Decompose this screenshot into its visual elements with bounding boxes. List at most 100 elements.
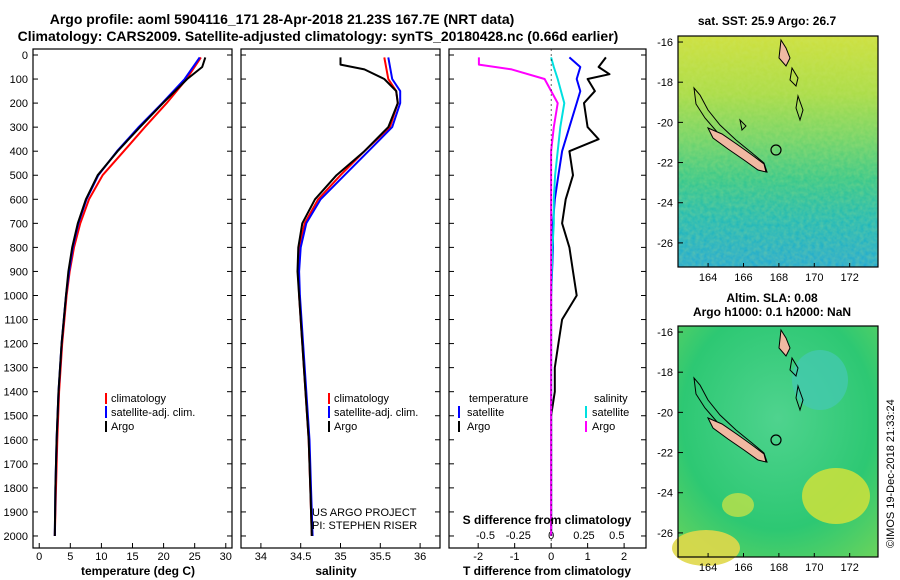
x-tick-label: 35 [334, 551, 346, 563]
lon-tick-label: 172 [841, 562, 859, 574]
x-tick-label: 34.5 [290, 551, 311, 563]
legend-climatology: climatology [111, 393, 167, 405]
legend-t-satellite: satellite [467, 407, 504, 419]
lat-tick-label: -24 [657, 198, 673, 210]
lon-tick-label: 166 [734, 562, 752, 574]
sst-lon-axis: 164 166 168 170 172 [699, 263, 859, 284]
series-satellite-adj-clim- [53, 56, 201, 537]
temperature-x-axis: 0 5 10 15 20 25 30 [36, 543, 232, 563]
x-tick-label: 35.5 [370, 551, 391, 563]
depth-tick-label: 1300 [4, 363, 28, 375]
depth-tick-label: 0 [22, 50, 28, 62]
sla-field [678, 326, 878, 557]
depth-tick-label: 700 [10, 218, 28, 230]
depth-tick-label: 1400 [4, 387, 28, 399]
x-tick-label: -1 [510, 551, 520, 563]
depth-tick-label: 1500 [4, 411, 28, 423]
legend-temperature-title: temperature [469, 393, 528, 405]
legend-s-argo: Argo [592, 421, 615, 433]
x-tick-label: 5 [67, 551, 73, 563]
s-tick-label: 0.25 [573, 530, 594, 542]
sst-map: sat. SST: 25.9 Argo: 26.7 164 166 168 170 17… [657, 14, 879, 284]
series-climatology [53, 56, 202, 537]
t-difference-xlabel: T difference from climatology [463, 564, 631, 578]
sla-map: Altim. SLA: 0.08 Argo h1000: 0.1 h2000: … [657, 291, 879, 574]
title-line-2: Climatology: CARS2009. Satellite-adjuste… [18, 28, 619, 44]
lon-tick-label: 168 [770, 562, 788, 574]
legend-salinity-title: salinity [594, 393, 628, 405]
lat-tick-label: -16 [657, 37, 673, 49]
sla-map-title-2: Argo h1000: 0.1 h2000: NaN [693, 305, 851, 319]
x-tick-label: -2 [473, 551, 483, 563]
x-tick-label: 2 [621, 551, 627, 563]
sla-frame [677, 325, 879, 558]
sla-lat-axis: -16 -18 -20 -22 -24 -26 [657, 327, 683, 540]
series-t-argo [550, 56, 611, 536]
t-difference-x-axis: -2 -1 0 1 2 [473, 543, 627, 563]
lat-tick-label: -18 [657, 77, 673, 89]
legend-argo: Argo [334, 421, 357, 433]
depth-tick-label: 200 [10, 98, 28, 110]
lat-tick-label: -16 [657, 327, 673, 339]
s-tick-label: -0.25 [506, 530, 531, 542]
sla-lon-axis: 164 166 168 170 172 [699, 553, 859, 574]
series-climatology [297, 57, 399, 537]
lon-tick-label: 170 [805, 562, 823, 574]
x-tick-label: 30 [220, 551, 232, 563]
legend-s-satellite: satellite [592, 407, 629, 419]
salinity-frame [240, 48, 441, 549]
lon-tick-label: 164 [699, 272, 717, 284]
lon-tick-label: 166 [734, 272, 752, 284]
depth-tick-label: 500 [10, 170, 28, 182]
series-s-argo [477, 57, 559, 536]
lon-tick-label: 168 [770, 272, 788, 284]
salinity-lines [296, 57, 402, 537]
sla-high-corner [672, 530, 740, 566]
lat-tick-label: -22 [657, 158, 673, 170]
temperature-xlabel: temperature (deg C) [81, 564, 195, 578]
x-tick-label: 20 [157, 551, 169, 563]
depth-tick-label: 1900 [4, 507, 28, 519]
depth-tick-label: 1200 [4, 339, 28, 351]
sst-frame [677, 35, 879, 268]
depth-tick-label: 300 [10, 122, 28, 134]
legend-t-argo: Argo [467, 421, 490, 433]
temperature-legend: climatology satellite-adj. clim. Argo [105, 393, 195, 433]
lon-tick-label: 170 [805, 272, 823, 284]
lat-tick-label: -26 [657, 238, 673, 250]
s-tick-label: -0.5 [476, 530, 495, 542]
argo-float-marker [770, 434, 782, 446]
legend-argo: Argo [111, 421, 134, 433]
difference-lines [477, 49, 611, 548]
temperature-lines [53, 56, 207, 537]
pi-annotation: PI: STEPHEN RISER [312, 520, 417, 532]
depth-tick-label: 1800 [4, 483, 28, 495]
s-tick-label: 0.5 [609, 530, 624, 542]
x-tick-label: 0 [548, 551, 554, 563]
sla-map-title-1: Altim. SLA: 0.08 [726, 291, 818, 305]
depth-tick-label: 600 [10, 194, 28, 206]
x-tick-label: 10 [95, 551, 107, 563]
lat-tick-label: -24 [657, 488, 673, 500]
x-tick-label: 0 [36, 551, 42, 563]
x-tick-label: 15 [126, 551, 138, 563]
s-difference-x-axis: -0.5 -0.25 0 0.25 0.5 [476, 530, 624, 542]
x-tick-label: 25 [189, 551, 201, 563]
sst-lat-axis: -16 -18 -20 -22 -24 -26 [657, 37, 683, 250]
credit-stamp: ©IMOS 19-Dec-2018 21:33:24 [885, 399, 897, 548]
lat-tick-label: -20 [657, 407, 673, 419]
depth-tick-label: 2000 [4, 531, 28, 543]
lat-tick-label: -26 [657, 528, 673, 540]
temperature-panel: 0100200300400500600700800900100011001200… [4, 48, 646, 578]
difference-legend: temperature satellite Argo salinity sate… [458, 393, 629, 433]
depth-tick-label: 1700 [4, 459, 28, 471]
legend-satellite: satellite-adj. clim. [111, 407, 195, 419]
lon-tick-label: 172 [841, 272, 859, 284]
difference-panel: -2 -1 0 1 2 -0.5 -0.25 0 0.25 0.5 temperature sa… [448, 48, 647, 578]
sst-texture [678, 36, 878, 267]
sla-low-eddy [792, 350, 848, 410]
argo-float-marker [770, 144, 782, 156]
legend-climatology: climatology [334, 393, 390, 405]
difference-frame [448, 48, 647, 549]
